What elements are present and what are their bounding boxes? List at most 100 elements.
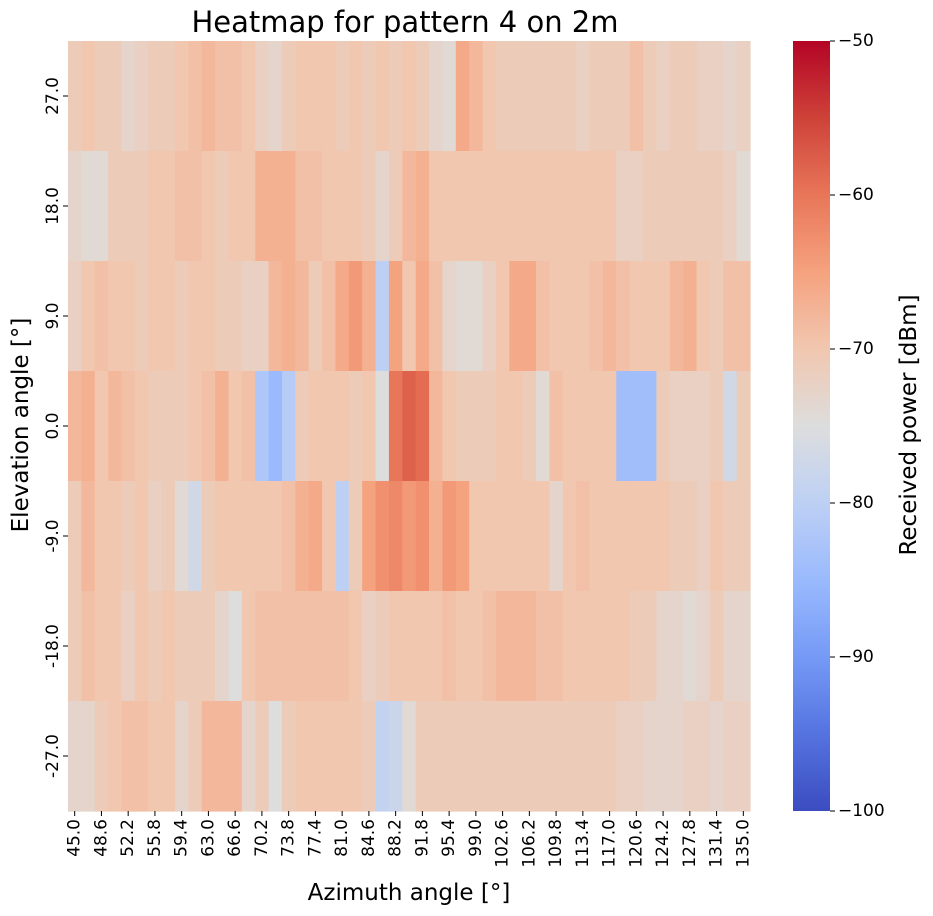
- heatmap-cell: [348, 701, 363, 812]
- heatmap-cell: [589, 261, 604, 372]
- heatmap-cell: [415, 261, 430, 372]
- heatmap-cell: [362, 371, 377, 482]
- heatmap-cell: [268, 261, 283, 372]
- heatmap-cell: [335, 151, 350, 262]
- heatmap-cell: [429, 371, 444, 482]
- heatmap-cell: [683, 151, 698, 262]
- heatmap-cell: [255, 261, 270, 372]
- x-tick-label: 135.0: [733, 819, 753, 868]
- heatmap-cell: [522, 41, 537, 152]
- x-tick-label: 59.4: [172, 819, 192, 857]
- heatmap-cell: [549, 371, 564, 482]
- y-tick-label: 18.0: [43, 187, 63, 225]
- x-tick-label: 127.8: [680, 819, 700, 868]
- heatmap-cell: [536, 701, 551, 812]
- heatmap-cell: [643, 261, 657, 372]
- heatmap-cell: [375, 41, 390, 152]
- heatmap-cell: [215, 371, 230, 482]
- heatmap-cell: [696, 481, 711, 592]
- heatmap-cell: [442, 371, 457, 482]
- heatmap-cell: [643, 591, 657, 702]
- heatmap-cell: [495, 481, 510, 592]
- heatmap-cell: [536, 151, 551, 262]
- heatmap-cell: [549, 481, 564, 592]
- heatmap-cell: [308, 481, 323, 592]
- heatmap-cell: [81, 151, 96, 262]
- x-tick-label: 73.8: [279, 819, 299, 857]
- heatmap-cell: [215, 151, 230, 262]
- heatmap-cell: [696, 151, 711, 262]
- colorbar-gradient: [793, 41, 830, 811]
- x-tick-label: 70.2: [252, 819, 272, 857]
- heatmap-cell: [643, 701, 657, 812]
- heatmap-cell: [228, 261, 243, 372]
- heatmap-cell: [442, 41, 457, 152]
- heatmap-cell: [455, 41, 470, 152]
- heatmap-cell: [108, 151, 123, 262]
- heatmap-cell: [482, 481, 497, 592]
- heatmap-cell: [522, 481, 537, 592]
- heatmap-cell: [736, 481, 751, 592]
- heatmap-cell: [576, 591, 591, 702]
- heatmap-cell: [589, 591, 604, 702]
- heatmap-cell: [335, 701, 350, 812]
- heatmap-cell: [121, 701, 136, 812]
- heatmap-cell: [482, 261, 497, 372]
- heatmap-cell: [134, 151, 149, 262]
- heatmap-cell: [375, 701, 390, 812]
- heatmap-cell: [322, 41, 337, 152]
- x-tick-label: 45.0: [65, 819, 85, 857]
- heatmap-cell: [281, 261, 296, 372]
- heatmap-cell: [656, 481, 671, 592]
- x-tick-label: 52.2: [118, 819, 138, 857]
- heatmap-cell: [94, 41, 109, 152]
- heatmap-cell: [241, 481, 256, 592]
- heatmap-cell: [656, 151, 671, 262]
- heatmap-cell: [388, 151, 403, 262]
- colorbar-tick-label: −100: [838, 801, 885, 821]
- heatmap-cell: [134, 371, 149, 482]
- heatmap-cell: [536, 41, 551, 152]
- heatmap-cell: [268, 701, 283, 812]
- heatmap-cell: [683, 41, 698, 152]
- heatmap-cell: [388, 701, 403, 812]
- heatmap-cell: [121, 481, 136, 592]
- heatmap-cell: [148, 481, 163, 592]
- heatmap-cell: [576, 41, 591, 152]
- heatmap-cell: [228, 41, 243, 152]
- heatmap-cell: [215, 701, 230, 812]
- heatmap-cell: [562, 261, 577, 372]
- heatmap-cell: [723, 261, 738, 372]
- colorbar-tick-label: −90: [838, 647, 874, 667]
- heatmap-cell: [322, 701, 337, 812]
- heatmap-cell: [308, 701, 323, 812]
- y-tick-label: 27.0: [43, 77, 63, 115]
- heatmap-cell: [616, 41, 631, 152]
- heatmap-cell: [241, 151, 256, 262]
- heatmap-cell: [549, 701, 564, 812]
- heatmap-cell: [643, 481, 657, 592]
- heatmap-cell: [616, 371, 631, 482]
- heatmap-cell: [736, 701, 751, 812]
- heatmap-cell: [348, 41, 363, 152]
- heatmap-cell: [442, 151, 457, 262]
- heatmap-cell: [281, 481, 296, 592]
- heatmap-cell: [308, 591, 323, 702]
- x-tick-label: 117.0: [600, 819, 620, 868]
- heatmap-cell: [362, 151, 377, 262]
- heatmap-cell: [375, 371, 390, 482]
- heatmap-cell: [121, 41, 136, 152]
- heatmap-cell: [495, 41, 510, 152]
- y-tick-label: -27.0: [43, 734, 63, 778]
- heatmap-cell: [121, 151, 136, 262]
- heatmap-cell: [509, 371, 524, 482]
- heatmap-cell: [241, 701, 256, 812]
- y-tick-label: 0.0: [43, 412, 63, 439]
- heatmap-cell: [215, 481, 230, 592]
- heatmap-cell: [629, 151, 644, 262]
- heatmap-cell: [281, 151, 296, 262]
- heatmap-cell: [656, 701, 671, 812]
- heatmap-cell: [669, 41, 684, 152]
- heatmap-cell: [629, 371, 644, 482]
- x-tick-label: 106.2: [519, 819, 539, 868]
